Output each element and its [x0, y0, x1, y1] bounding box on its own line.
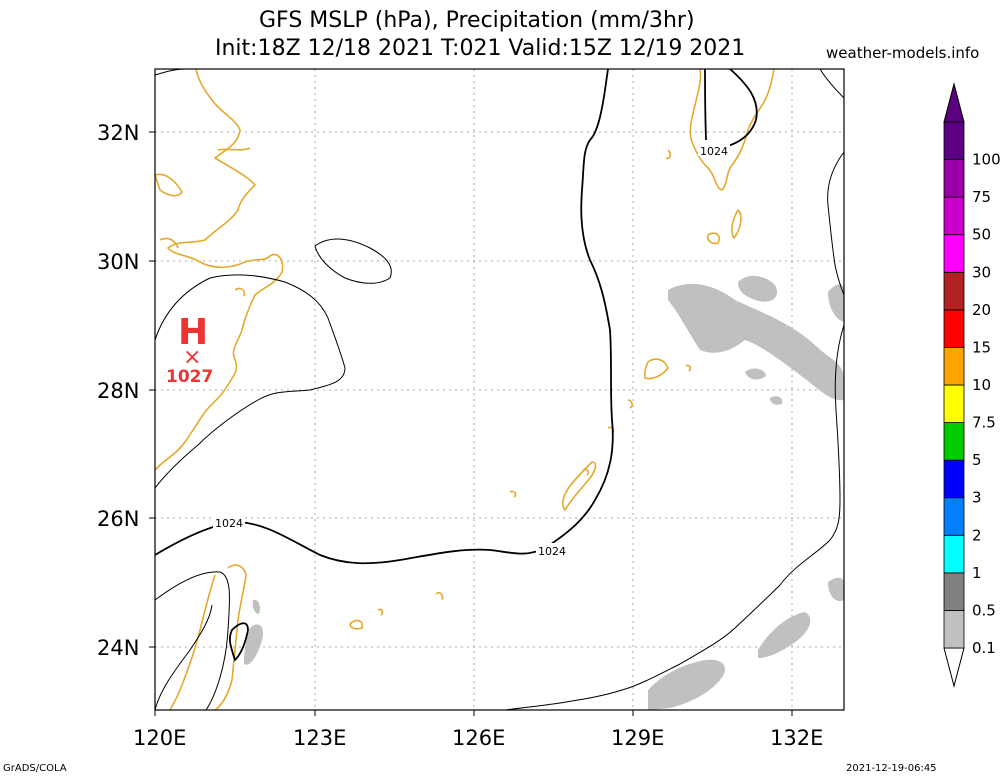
colorbar-swatch-7.5 — [943, 384, 965, 423]
colorbar-top-arrow — [943, 82, 965, 123]
colorbar-swatch-50 — [943, 196, 965, 236]
lon-label-126e: 126E — [452, 726, 505, 750]
lat-label-24n: 24N — [97, 636, 139, 660]
lon-label-120e: 120E — [133, 726, 186, 750]
colorbar-swatch-10 — [943, 347, 965, 386]
colorbar-swatch-2 — [943, 497, 965, 536]
isobar-label-north: 1024 — [700, 145, 728, 158]
colorbar-label-15: 15 — [972, 338, 991, 356]
isobars-thin — [154, 68, 845, 711]
colorbar-swatch-5 — [943, 422, 965, 461]
lat-label-32n: 32N — [97, 121, 139, 145]
colorbar-label-1: 1 — [972, 564, 982, 582]
footer-software: GrADS/COLA — [3, 763, 67, 774]
colorbar-swatch-30 — [943, 234, 965, 273]
colorbar-label-100: 100 — [972, 151, 1000, 169]
source-credit: weather-models.info — [826, 44, 980, 62]
coastlines — [154, 68, 775, 711]
colorbar-label-20: 20 — [972, 301, 991, 319]
colorbar-swatch-0.5 — [943, 572, 965, 611]
precipitation-shading — [244, 275, 844, 710]
colorbar-swatch-20 — [943, 271, 965, 311]
isobar-label-center: 1024 — [538, 545, 566, 558]
isobar-label-west: 1024 — [215, 517, 243, 530]
lat-label-28n: 28N — [97, 379, 139, 403]
colorbar-label-0.5: 0.5 — [972, 601, 996, 619]
map-subtitle: Init:18Z 12/18 2021 T:021 Valid:15Z 12/1… — [215, 36, 746, 61]
precipitation-colorbar: 0.1 0.5 1 2 3 5 7.5 10 15 20 30 50 75 100 — [943, 82, 1000, 688]
colorbar-bottom-arrow — [943, 647, 965, 688]
colorbar-label-50: 50 — [972, 226, 991, 244]
colorbar-label-3: 3 — [972, 489, 982, 507]
colorbar-label-7.5: 7.5 — [972, 414, 996, 432]
lat-label-30n: 30N — [97, 250, 139, 274]
colorbar-swatch-100 — [943, 121, 965, 160]
lon-label-129e: 129E — [611, 726, 664, 750]
colorbar-swatch-75 — [943, 159, 965, 198]
lon-label-132e: 132E — [770, 726, 823, 750]
colorbar-swatch-0.1 — [943, 610, 965, 649]
axis-ticks — [149, 131, 793, 716]
colorbar-swatch-3 — [943, 459, 965, 499]
lon-label-123e: 123E — [293, 726, 346, 750]
colorbar-swatch-15 — [943, 309, 965, 348]
grid-lines — [155, 69, 844, 710]
colorbar-label-75: 75 — [972, 188, 991, 206]
colorbar-label-2: 2 — [972, 526, 982, 544]
high-pressure-value: 1027 — [166, 367, 213, 387]
isobar-1024 — [154, 68, 758, 662]
colorbar-label-30: 30 — [972, 263, 991, 281]
high-pressure-symbol: H — [178, 312, 208, 353]
map-title: GFS MSLP (hPa), Precipitation (mm/3hr) — [259, 8, 695, 33]
lat-label-26n: 26N — [97, 507, 139, 531]
colorbar-swatch-1 — [943, 534, 965, 574]
footer-timestamp: 2021-12-19-06:45 — [846, 763, 937, 774]
colorbar-label-10: 10 — [972, 376, 991, 394]
high-pressure-center-marker: × — [183, 345, 201, 370]
colorbar-label-0.1: 0.1 — [972, 639, 996, 657]
colorbar-label-5: 5 — [972, 451, 982, 469]
